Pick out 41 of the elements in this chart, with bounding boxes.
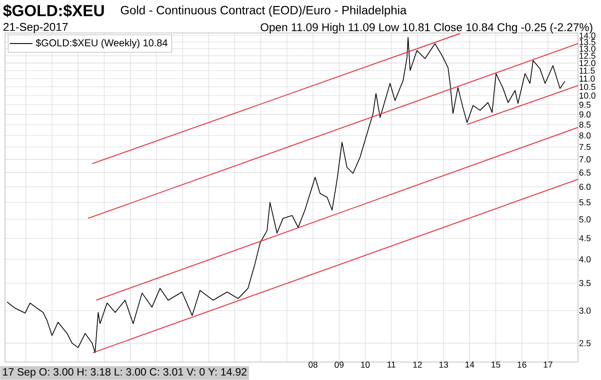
x-tick-label: 13 <box>439 362 448 368</box>
y-tick-label: 3.5 <box>579 280 591 286</box>
chart-subtitle: Gold - Continuous Contract (EOD)/Euro - Philadelphia <box>120 6 407 17</box>
x-tick-label: 16 <box>518 362 526 368</box>
x-tick-label: 14 <box>466 362 474 368</box>
y-tick-label: 9.0 <box>579 111 591 118</box>
y-tick-label: 8.0 <box>579 132 591 139</box>
y-tick-label: 5.0 <box>579 216 591 222</box>
y-tick-label: 4.5 <box>579 235 591 242</box>
y-tick-label: 14.0 <box>580 32 596 39</box>
text: 17 Sep O: 3.00 H: 3.18 L: 3.00 C: 3.01 V: 0 Y: 14.92 <box>3 368 246 378</box>
y-tick-label: 5.5 <box>579 199 591 206</box>
x-tick-label: 11 <box>388 362 396 368</box>
y-tick-label: 12.5 <box>580 52 596 59</box>
x-tick-label: 12 <box>413 362 422 368</box>
x-tick-label: 17 <box>544 362 552 368</box>
y-tick-label: 12.0 <box>580 60 596 66</box>
y-tick-label: 9.5 <box>579 102 591 108</box>
y-tick-label: 13.0 <box>580 46 596 52</box>
annotation: 21-Sep-2017 <box>3 22 68 34</box>
y-tick-label: 6.5 <box>579 170 591 176</box>
x-tick-label: 09 <box>334 362 344 368</box>
x-tick-label: 10 <box>361 362 370 368</box>
y-tick-label: 10.5 <box>580 84 596 90</box>
y-tick-label: 11.0 <box>580 76 595 82</box>
legend-label: $GOLD:$XEU (Weekly) 10.84 <box>36 38 168 48</box>
chart-title: $GOLD:$XEU <box>3 4 104 18</box>
annotation: Open 11.09 High 11.09 Low 10.81 Close 10.84 Chg -0.25 (-2.27%) <box>260 22 592 34</box>
x-tick-label: 15 <box>492 362 500 368</box>
y-tick-label: 4.0 <box>579 256 591 262</box>
y-tick-label: 2.5 <box>579 340 591 346</box>
y-tick-label: 3.0 <box>579 308 591 314</box>
y-tick-label: 13.5 <box>580 38 596 46</box>
y-tick-label: 11.5 <box>580 68 595 74</box>
y-tick-label: 6.0 <box>579 184 591 190</box>
y-tick-label: 10.0 <box>580 92 596 99</box>
y-tick-label: 8.5 <box>579 122 591 128</box>
y-tick-label: 7.5 <box>579 144 591 150</box>
y-tick-label: 7.0 <box>579 156 591 162</box>
x-tick-label: 08 <box>308 362 318 368</box>
line-series <box>6 37 566 354</box>
